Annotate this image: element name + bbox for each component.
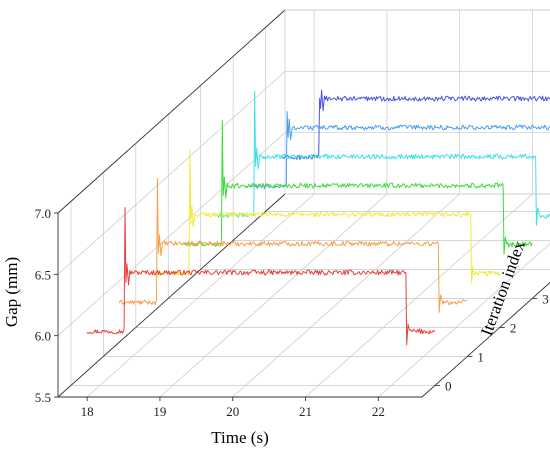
grid-line-floor-x — [378, 243, 550, 398]
x-axis-label: Time (s) — [211, 428, 268, 447]
chart-grid — [57, 9, 550, 398]
grid-line-floor-x — [159, 193, 388, 398]
y-tick-label: 6.5 — [35, 267, 51, 282]
grid-line-left-y — [57, 132, 286, 336]
y-tick-label: 7.0 — [35, 206, 51, 221]
x-tick-label: 20 — [226, 404, 239, 419]
y-axis-label: Gap (mm) — [2, 257, 21, 327]
axis-edge — [421, 281, 550, 398]
y-tick-label: 6.0 — [35, 329, 51, 344]
z-tick-label: 3 — [542, 291, 549, 306]
chart-series-group — [86, 89, 550, 346]
x-tick-label: 22 — [372, 404, 385, 419]
x-tick-label: 19 — [153, 404, 166, 419]
series-line-iteration-0 — [86, 207, 436, 346]
series-line-iteration-4 — [216, 91, 550, 226]
grid-line-left-y — [57, 71, 286, 275]
grid-line-floor-x — [232, 193, 460, 398]
chart-axes — [54, 9, 550, 401]
axis-edge — [57, 193, 286, 398]
series-line-iteration-1 — [118, 178, 468, 313]
series-line-iteration-2 — [151, 149, 501, 284]
z-tick-label: 1 — [477, 349, 484, 364]
x-tick-label: 21 — [299, 404, 312, 419]
x-tick-label: 18 — [81, 404, 94, 419]
z-tick-label: 2 — [510, 320, 517, 335]
grid-line-floor-x — [305, 193, 533, 398]
grid-line-floor-x — [86, 193, 315, 398]
z-tick-label: 0 — [445, 378, 452, 393]
z-axis-label: Iteration index — [477, 238, 529, 339]
y-tick-label: 5.5 — [35, 390, 51, 405]
series-line-iteration-5 — [249, 111, 550, 190]
series-line-iteration-3 — [183, 120, 533, 255]
series-line-iteration-6 — [281, 89, 550, 160]
axis-edge — [57, 9, 286, 214]
